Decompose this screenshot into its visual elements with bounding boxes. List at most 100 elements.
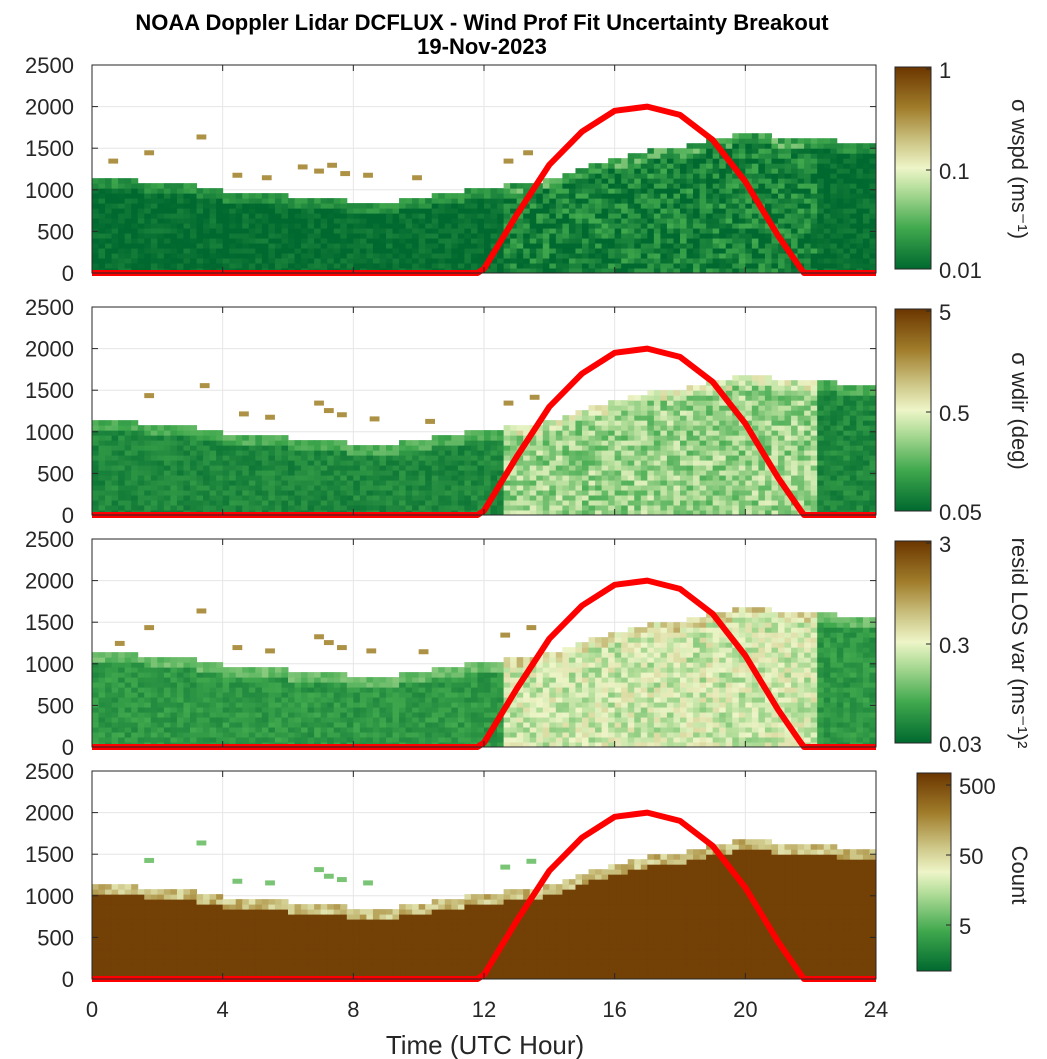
heatmap-cell [392, 228, 400, 234]
heatmap-cell [666, 208, 674, 214]
heatmap-cell [693, 173, 701, 179]
heatmap-cell [327, 198, 335, 204]
heatmap-cell [261, 505, 269, 511]
heatmap-cell [366, 450, 374, 456]
heatmap-cell [274, 258, 282, 264]
heatmap-cell [294, 445, 302, 451]
heatmap-cell [797, 193, 805, 199]
heatmap-cell [849, 475, 857, 481]
heatmap-cell [686, 243, 694, 249]
heatmap-cell [516, 425, 524, 431]
heatmap-cell [242, 435, 250, 441]
heatmap-cell [346, 445, 354, 451]
heatmap-cell [869, 500, 877, 506]
heatmap-cell [555, 420, 563, 426]
heatmap-cell [431, 208, 439, 214]
heatmap-cell [242, 208, 250, 214]
heatmap-cell [105, 420, 113, 426]
heatmap-cell [536, 440, 544, 446]
heatmap-cell [137, 228, 145, 234]
y-tick-label: 0 [62, 261, 74, 286]
heatmap-cell [418, 233, 426, 239]
heatmap-cell [118, 263, 126, 269]
heatmap-cell [320, 485, 328, 491]
scatter-cell [323, 408, 334, 414]
heatmap-cell [150, 495, 158, 501]
heatmap-cell [353, 505, 361, 511]
heatmap-cell [830, 223, 838, 229]
heatmap-cell [601, 253, 609, 259]
heatmap-cell [314, 203, 322, 209]
heatmap-cell [229, 465, 237, 471]
heatmap-cell [869, 390, 877, 396]
heatmap-cell [150, 475, 158, 481]
heatmap-cell [804, 183, 812, 189]
heatmap-cell [634, 490, 642, 496]
heatmap-cell [640, 263, 648, 269]
heatmap-cell [536, 213, 544, 219]
heatmap-cell [235, 435, 243, 441]
heatmap-cell [340, 440, 348, 446]
heatmap-cell [516, 233, 524, 239]
heatmap-cell [797, 188, 805, 194]
heatmap-cell [111, 460, 119, 466]
heatmap-cell [640, 505, 648, 511]
heatmap-cell [732, 243, 740, 249]
heatmap-cell [666, 153, 674, 159]
heatmap-cell [124, 223, 132, 229]
heatmap-cell [379, 480, 387, 486]
heatmap-cell [823, 253, 831, 259]
heatmap-cell [216, 480, 224, 486]
heatmap-cell [817, 253, 825, 259]
heatmap-cell [457, 208, 465, 214]
heatmap-cell [621, 425, 629, 431]
heatmap-cell [216, 485, 224, 491]
heatmap-cell [359, 470, 367, 476]
heatmap-cell [608, 168, 616, 174]
heatmap-cell [693, 475, 701, 481]
heatmap-cell [575, 435, 583, 441]
heatmap-cell [647, 158, 655, 164]
heatmap-cell [836, 480, 844, 486]
heatmap-cell [412, 213, 420, 219]
heatmap-cell [150, 253, 158, 259]
heatmap-cell [810, 380, 818, 386]
heatmap-cell [817, 395, 825, 401]
heatmap-cell [157, 248, 165, 254]
heatmap-cell [653, 198, 661, 204]
heatmap-cell [484, 223, 492, 229]
heatmap-cell [653, 455, 661, 461]
heatmap-cell [379, 465, 387, 471]
heatmap-cell [653, 480, 661, 486]
heatmap-cell [497, 223, 505, 229]
heatmap-cell [784, 425, 792, 431]
heatmap-cell [778, 263, 786, 269]
heatmap-cell [372, 203, 380, 209]
heatmap-cell [170, 440, 178, 446]
heatmap-cell [686, 168, 694, 174]
heatmap-cell [464, 485, 472, 491]
heatmap-cell [647, 395, 655, 401]
heatmap-cell [470, 258, 478, 264]
heatmap-cell [745, 385, 753, 391]
heatmap-cell [601, 480, 609, 486]
heatmap-cell [320, 490, 328, 496]
heatmap-cell [764, 420, 772, 426]
heatmap-cell [693, 243, 701, 249]
heatmap-cell [784, 455, 792, 461]
heatmap-cell [791, 153, 799, 159]
heatmap-cell [268, 495, 276, 501]
heatmap-cell [823, 188, 831, 194]
heatmap-cell [464, 258, 472, 264]
heatmap-cell [366, 263, 374, 269]
heatmap-cell [660, 435, 668, 441]
heatmap-cell [640, 490, 648, 496]
heatmap-cell [451, 233, 459, 239]
heatmap-cell [523, 223, 531, 229]
heatmap-cell [484, 450, 492, 456]
heatmap-cell [595, 420, 603, 426]
heatmap-cell [725, 475, 733, 481]
heatmap-cell [588, 203, 596, 209]
heatmap-cell [92, 425, 100, 431]
heatmap-cell [627, 268, 635, 274]
